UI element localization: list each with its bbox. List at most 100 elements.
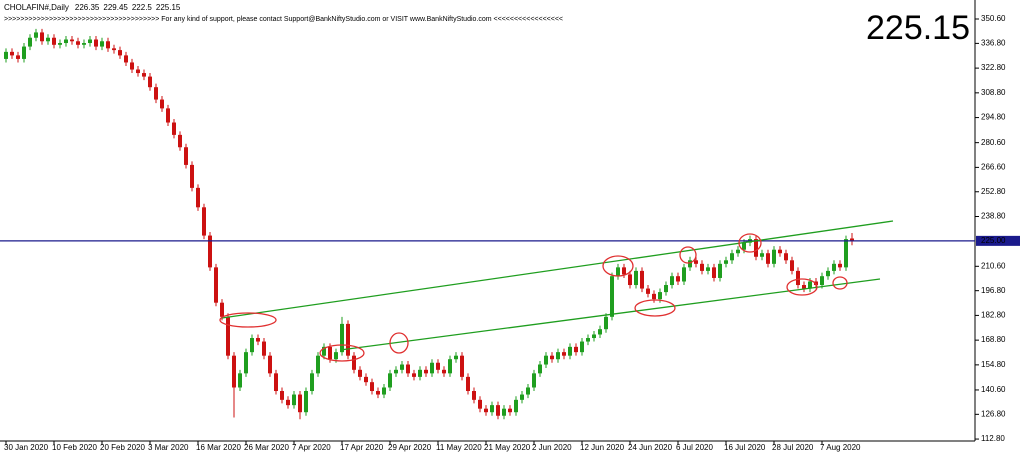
- candle-body: [274, 373, 278, 392]
- x-tick-label: 21 May 2020: [484, 443, 531, 452]
- candle-body: [472, 391, 476, 400]
- candle-body: [478, 399, 482, 409]
- x-tick-label: 26 Mar 2020: [244, 443, 289, 452]
- candle-body: [190, 164, 194, 188]
- trend-line: [221, 220, 894, 319]
- ellipse: [602, 255, 634, 277]
- candle-body: [628, 274, 632, 286]
- header: CHOLAFIN#,Daily 226.35 229.45 222.5 225.15: [4, 3, 181, 12]
- candle-body: [166, 108, 170, 123]
- candle-body: [100, 41, 104, 47]
- candle-body: [574, 346, 578, 353]
- candle-body: [580, 341, 584, 353]
- candle-body: [154, 87, 158, 100]
- candle-body: [370, 382, 374, 392]
- candle-body: [712, 267, 716, 278]
- x-tick-label: 29 Apr 2020: [388, 443, 432, 452]
- candle-body: [130, 62, 134, 70]
- candle-body: [184, 147, 188, 165]
- candle-body: [352, 355, 356, 370]
- candle-body: [640, 270, 644, 289]
- ellipse: [389, 332, 409, 354]
- candle-body: [28, 37, 32, 47]
- price-label-box: [976, 235, 1020, 246]
- candle-body: [766, 253, 770, 264]
- candle-body: [724, 260, 728, 264]
- annotations: [219, 233, 848, 362]
- candle-body: [496, 405, 500, 416]
- candle-body: [22, 46, 26, 59]
- low-value: 222.5: [132, 3, 153, 12]
- banner: >>>>>>>>>>>>>>>>>>>>>>>>>>>>>>>>>>>>>> F…: [4, 16, 563, 23]
- y-tick-label: 140.60: [981, 385, 1006, 394]
- candle-body: [244, 352, 248, 374]
- candle-body: [562, 352, 566, 356]
- candle-body: [730, 253, 734, 261]
- candle-body: [418, 369, 422, 377]
- last-price: 225.15: [866, 9, 970, 47]
- candle-body: [538, 364, 542, 374]
- candle-body: [598, 329, 602, 335]
- candle-body: [256, 338, 260, 342]
- candle-body: [298, 394, 302, 413]
- candle-body: [358, 369, 362, 377]
- x-tick-label: 7 Apr 2020: [292, 443, 331, 452]
- candle-body: [286, 399, 290, 406]
- symbol: CHOLAFIN#,Daily: [4, 3, 69, 12]
- candle-body: [502, 408, 506, 416]
- candle-body: [694, 260, 698, 264]
- candle-body: [688, 260, 692, 268]
- candle-body: [592, 334, 596, 339]
- candle-body: [208, 235, 212, 268]
- candle-body: [610, 276, 614, 317]
- candle-body: [364, 376, 368, 383]
- candle-body: [328, 346, 332, 360]
- candle-body: [646, 288, 650, 294]
- candle-body: [514, 399, 518, 413]
- ellipse: [319, 344, 365, 362]
- candle-body: [460, 355, 464, 377]
- candle-body: [136, 69, 140, 74]
- y-tick-label: 112.80: [981, 434, 1005, 443]
- candle-body: [850, 238, 854, 241]
- open-value: 226.35: [75, 3, 100, 12]
- candle-body: [124, 55, 128, 63]
- candle-body: [784, 253, 788, 261]
- candle-body: [778, 249, 782, 254]
- x-tick-label: 28 Jul 2020: [772, 443, 814, 452]
- candle-body: [706, 267, 710, 271]
- y-tick-label: 238.80: [981, 212, 1006, 221]
- y-tick-label: 252.80: [981, 187, 1006, 196]
- plot: 350.60 336.80 322.80 308.80 294.80 280.60 266.…: [0, 14, 1020, 452]
- candle-body: [484, 408, 488, 413]
- candle-body: [652, 293, 656, 300]
- y-tick-label: 336.80: [981, 38, 1006, 47]
- candle-body: [148, 76, 152, 88]
- candle-body: [82, 43, 86, 45]
- x-tick-label: 11 May 2020: [436, 443, 482, 452]
- candle-body: [790, 260, 794, 271]
- candle-body: [268, 355, 272, 374]
- y-tick-label: 266.60: [981, 162, 1006, 171]
- candle-body: [520, 394, 524, 400]
- candle-body: [670, 276, 674, 286]
- candle-body: [76, 41, 80, 45]
- candle-body: [406, 364, 410, 374]
- y-tick-label: 308.80: [981, 88, 1006, 97]
- candle-body: [424, 369, 428, 374]
- candle-body: [466, 376, 470, 392]
- candle-body: [304, 391, 308, 413]
- x-tick-label: 2 Jun 2020: [532, 443, 572, 452]
- candle-body: [172, 122, 176, 135]
- candle-body: [46, 37, 50, 42]
- candle-body: [226, 316, 230, 356]
- high-value: 229.45: [103, 3, 128, 12]
- candle-body: [430, 362, 434, 374]
- candle-body: [94, 39, 98, 47]
- candle-body: [796, 270, 800, 286]
- candle-body: [214, 267, 218, 303]
- ellipse: [634, 299, 676, 317]
- candle-body: [844, 239, 848, 268]
- candle-body: [10, 51, 14, 56]
